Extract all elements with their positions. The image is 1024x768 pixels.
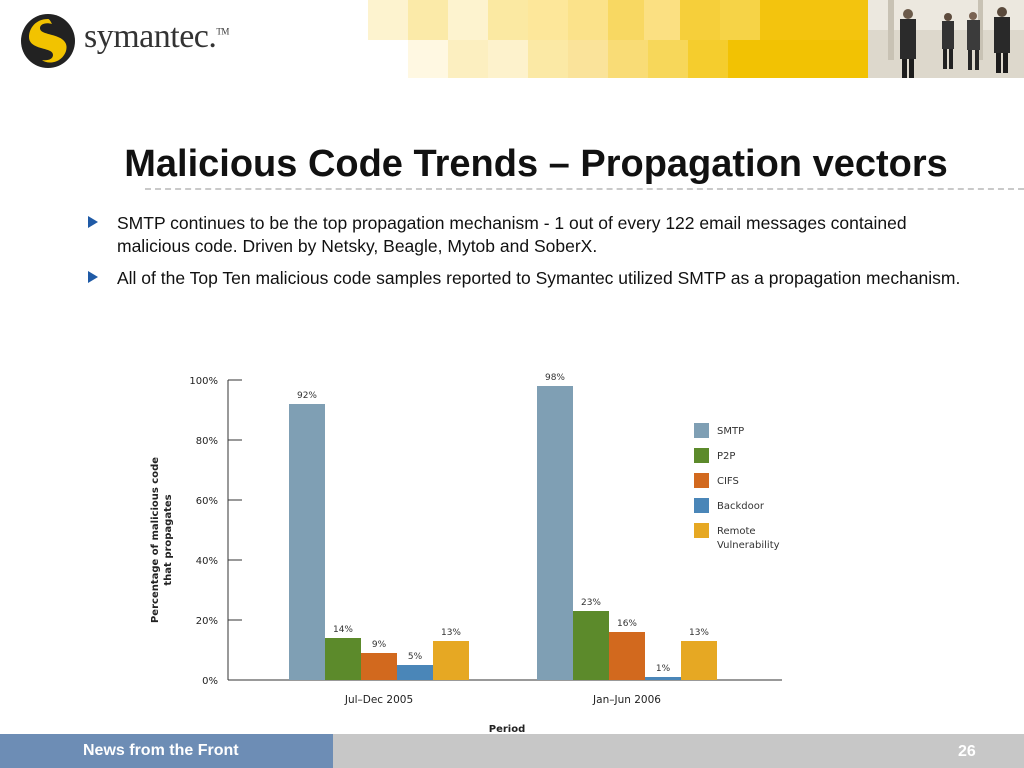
y-tick-label: 100%	[189, 376, 218, 387]
bar-value-label: 13%	[441, 628, 461, 638]
bar	[361, 653, 397, 680]
slide-title: Malicious Code Trends – Propagation vect…	[124, 143, 948, 185]
legend-swatch	[694, 473, 709, 488]
y-tick-label: 60%	[196, 496, 218, 507]
x-axis-title: Period	[489, 724, 526, 735]
x-category-label: Jul–Dec 2005	[344, 694, 413, 706]
bar-value-label: 23%	[581, 598, 601, 608]
legend-swatch	[694, 498, 709, 513]
y-tick-label: 0%	[202, 676, 218, 687]
y-axis-title: Percentage of malicious code that propaga…	[150, 457, 174, 623]
bar	[325, 638, 361, 680]
y-tick-label: 40%	[196, 556, 218, 567]
bullet-text: SMTP continues to be the top propagation…	[117, 213, 907, 256]
bar-value-label: 1%	[656, 664, 671, 674]
legend-swatch	[694, 523, 709, 538]
bullet-item: SMTP continues to be the top propagation…	[88, 212, 968, 258]
bar-value-label: 98%	[545, 373, 565, 383]
bar	[609, 632, 645, 680]
footer-right-bar	[333, 734, 1024, 768]
brand-tm: TM	[216, 26, 229, 37]
bar-value-label: 13%	[689, 628, 709, 638]
bar-value-label: 92%	[297, 391, 317, 401]
title-divider	[145, 188, 1024, 190]
business-people-photo	[868, 0, 1024, 78]
bar	[289, 404, 325, 680]
bullet-text: All of the Top Ten malicious code sample…	[117, 268, 961, 288]
brand-wordmark: symantec.TM	[84, 18, 229, 56]
legend-label: Vulnerability	[717, 540, 780, 551]
bar-value-label: 5%	[408, 652, 423, 662]
page-number: 26	[958, 743, 976, 760]
bar	[645, 677, 681, 680]
bar	[681, 641, 717, 680]
legend-swatch	[694, 448, 709, 463]
triangle-bullet-icon	[88, 216, 98, 228]
y-tick-label: 80%	[196, 436, 218, 447]
legend-label: P2P	[717, 451, 735, 462]
legend-label: Backdoor	[717, 501, 765, 512]
header-banner: symantec.TM	[0, 0, 1024, 78]
bar	[433, 641, 469, 680]
bullet-list: SMTP continues to be the top propagation…	[88, 212, 968, 299]
bar-value-label: 16%	[617, 619, 637, 629]
symantec-logo-icon	[21, 14, 75, 68]
legend-label: Remote	[717, 526, 756, 537]
bar	[573, 611, 609, 680]
brand-name: symantec.	[84, 18, 217, 55]
bar-value-label: 9%	[372, 640, 387, 650]
x-category-label: Jan–Jun 2006	[592, 694, 661, 706]
bar	[537, 386, 573, 680]
footer-text: News from the Front	[83, 742, 239, 759]
legend-swatch	[694, 423, 709, 438]
bar	[397, 665, 433, 680]
footer-left-bar	[0, 734, 333, 768]
y-tick-label: 20%	[196, 616, 218, 627]
legend-label: CIFS	[717, 476, 739, 487]
bullet-item: All of the Top Ten malicious code sample…	[88, 267, 968, 290]
legend-label: SMTP	[717, 426, 744, 437]
bar-value-label: 14%	[333, 625, 353, 635]
triangle-bullet-icon	[88, 271, 98, 283]
